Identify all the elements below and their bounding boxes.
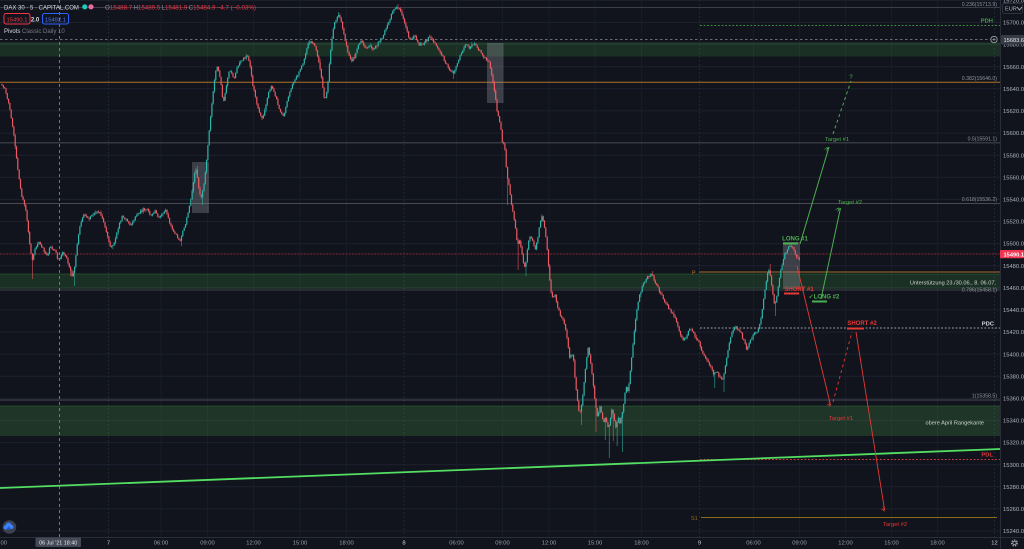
svg-text:15580.0: 15580.0: [1003, 153, 1024, 159]
svg-text:12:00: 12:00: [838, 541, 853, 547]
svg-text:15660.0: 15660.0: [1003, 65, 1024, 71]
svg-text:0.786(15458.1): 0.786(15458.1): [962, 288, 997, 294]
svg-text:2.0: 2.0: [31, 17, 40, 23]
svg-text:DAX 30 · 5 · CAPITAL.COM: DAX 30 · 5 · CAPITAL.COM: [4, 6, 79, 12]
svg-text:15300.0: 15300.0: [1003, 463, 1024, 469]
svg-text:15:00: 15:00: [884, 541, 899, 547]
svg-text:15440.0: 15440.0: [1003, 308, 1024, 314]
svg-text:15:00: 15:00: [588, 541, 603, 547]
svg-text:15492.1: 15492.1: [45, 17, 66, 23]
svg-text:✓LONG #2: ✓LONG #2: [809, 295, 840, 301]
svg-text:15700.0: 15700.0: [1003, 21, 1024, 27]
svg-text:LONG #1: LONG #1: [782, 237, 808, 243]
svg-text:12:00: 12:00: [246, 541, 261, 547]
svg-text:15240.0: 15240.0: [1003, 529, 1024, 535]
svg-text:15280.0: 15280.0: [1003, 485, 1024, 491]
svg-text:12: 12: [991, 541, 997, 547]
svg-text:0.5(15591.1): 0.5(15591.1): [968, 137, 998, 143]
svg-text:06:00: 06:00: [154, 541, 169, 547]
svg-text:O15488.7 H15489.5 L15481.9 C15: O15488.7 H15489.5 L15481.9 C15484.9 −4.7…: [105, 5, 256, 12]
svg-text:15260.0: 15260.0: [1003, 507, 1024, 513]
svg-text:15480.0: 15480.0: [1003, 264, 1024, 270]
svg-text:18:00: 18:00: [930, 541, 945, 547]
svg-text:06:00: 06:00: [449, 541, 464, 547]
svg-text:09:00: 09:00: [495, 541, 510, 547]
svg-text:15680.0: 15680.0: [1003, 43, 1024, 49]
svg-text:8: 8: [402, 541, 405, 547]
svg-text:Target #2: Target #2: [838, 200, 862, 206]
svg-text:15540.0: 15540.0: [1003, 197, 1024, 203]
svg-text:06:00: 06:00: [746, 541, 761, 547]
svg-text:09:00: 09:00: [200, 541, 215, 547]
svg-text:Target #2: Target #2: [883, 522, 907, 528]
svg-text:15380.0: 15380.0: [1003, 374, 1024, 380]
svg-text:15600.0: 15600.0: [1003, 131, 1024, 137]
svg-text:06 Jul ’21 18:40: 06 Jul ’21 18:40: [39, 541, 77, 547]
svg-text:15720.0: 15720.0: [1003, 0, 1024, 4]
svg-text:15400.0: 15400.0: [1003, 352, 1024, 358]
svg-text:Target #1: Target #1: [829, 416, 853, 422]
svg-text:15500.0: 15500.0: [1003, 242, 1024, 248]
svg-text:Unterstützung 23./30.06., 8. 0: Unterstützung 23./30.06., 8. 06.07.: [910, 281, 997, 287]
svg-text:PDL: PDL: [981, 453, 993, 459]
svg-text:0.236(15713.9): 0.236(15713.9): [962, 2, 997, 8]
svg-text:15490.1: 15490.1: [7, 17, 28, 23]
svg-text:12:00: 12:00: [542, 541, 557, 547]
svg-text:09:00: 09:00: [792, 541, 807, 547]
svg-text:15490.1: 15490.1: [1004, 253, 1024, 259]
svg-text:15620.0: 15620.0: [1003, 109, 1024, 115]
svg-text:0.618(15536.2): 0.618(15536.2): [962, 197, 997, 203]
svg-text:PDH: PDH: [981, 19, 993, 25]
svg-text:00: 00: [1, 541, 7, 547]
svg-text:15683.6: 15683.6: [1004, 38, 1024, 44]
svg-text:S1: S1: [691, 516, 698, 522]
svg-text:15460.0: 15460.0: [1003, 286, 1024, 292]
svg-text:1(15358.5): 1(15358.5): [972, 394, 997, 400]
svg-text:15640.0: 15640.0: [1003, 87, 1024, 93]
svg-text:9: 9: [698, 541, 701, 547]
svg-text:7: 7: [107, 541, 110, 547]
svg-text:15560.0: 15560.0: [1003, 175, 1024, 181]
svg-text:EUR: EUR: [1005, 7, 1017, 13]
svg-text:18:00: 18:00: [339, 541, 354, 547]
svg-text:P: P: [692, 271, 696, 277]
svg-text:15360.0: 15360.0: [1003, 396, 1024, 402]
svg-text:15340.0: 15340.0: [1003, 419, 1024, 425]
svg-text:0.382(15646.0): 0.382(15646.0): [962, 76, 997, 82]
svg-text:Pivots Classic Daily 10: Pivots Classic Daily 10: [4, 29, 65, 35]
svg-text:15:00: 15:00: [293, 541, 308, 547]
svg-text:SHORT #2: SHORT #2: [847, 321, 877, 327]
svg-text:15420.0: 15420.0: [1003, 330, 1024, 336]
svg-text:15320.0: 15320.0: [1003, 441, 1024, 447]
svg-text:SHORT #1: SHORT #1: [784, 287, 814, 293]
svg-text:PDC: PDC: [982, 322, 995, 328]
svg-text:?: ?: [849, 74, 853, 81]
svg-text:Target #1: Target #1: [825, 137, 849, 143]
svg-text:15520.0: 15520.0: [1003, 220, 1024, 226]
svg-text:obere April Rangekante: obere April Rangekante: [926, 421, 984, 427]
svg-text:18:00: 18:00: [634, 541, 649, 547]
